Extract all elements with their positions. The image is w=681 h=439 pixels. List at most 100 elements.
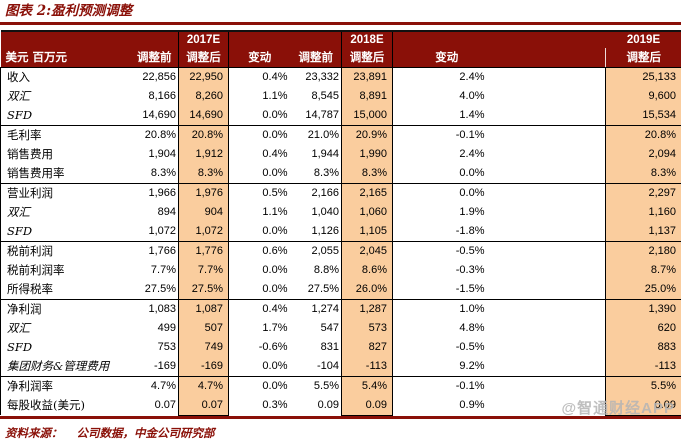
cell: 620 <box>605 318 681 338</box>
cell: 1.7% <box>262 321 288 334</box>
row-label: 净利润率 <box>0 375 131 396</box>
spacer-cell <box>500 86 606 106</box>
cell: 1,274 <box>290 298 342 319</box>
cell: 8,891 <box>341 86 393 106</box>
cell: 23,332 <box>305 70 339 83</box>
figure-title: 图表 2:盈利预测调整 <box>0 0 681 25</box>
cell: 831 <box>320 340 339 353</box>
cell: -104 <box>316 359 339 372</box>
col-header-before-2017: 调整前 <box>130 48 179 68</box>
cell: 2,045 <box>341 240 393 261</box>
cell: 499 <box>157 321 176 334</box>
table-row: 税前利润率 7.7% 7.7% 0.0% 8.8% 8.6% -0.3% 8.7… <box>0 260 681 280</box>
cell: -1.5% <box>455 282 485 295</box>
cell: 0.0% <box>262 282 288 295</box>
cell: -113 <box>341 356 393 376</box>
cell: 8.3% <box>605 163 681 183</box>
cell: 0.0% <box>459 166 485 179</box>
cell: 2.4% <box>459 70 485 83</box>
table-row: 双汇 894 904 1.1% 1,040 1,060 1.9% 1,160 <box>0 202 681 222</box>
table-row: 双汇 8,166 8,260 1.1% 8,545 8,891 4.0% 9,6… <box>0 86 681 106</box>
cell: 7.7% <box>150 263 176 276</box>
cell: 8,260 <box>178 86 229 106</box>
cell: 1,976 <box>178 182 229 203</box>
cell: 4.7% <box>130 375 179 396</box>
cell: 0.6% <box>228 240 291 261</box>
col-header-before-2018: 调整前 <box>290 48 342 68</box>
table-row: 所得税率 27.5% 27.5% 0.0% 27.5% 26.0% -1.5% … <box>0 279 681 299</box>
cell: 0.0% <box>262 166 288 179</box>
cell: 0.09 <box>317 398 339 411</box>
row-label: 税前利润 <box>0 240 131 261</box>
cell: 20.8% <box>130 124 179 145</box>
header-spacer <box>0 31 179 48</box>
table-row: 收入 22,856 22,950 0.4% 23,332 23,891 2.4%… <box>0 67 681 87</box>
cell: 0.4% <box>262 147 288 160</box>
cell: 14,690 <box>142 108 176 121</box>
spacer-cell <box>500 395 606 415</box>
table-row: 净利润率 4.7% 4.7% 0.0% 5.5% 5.4% -0.1% 5.5% <box>0 375 681 396</box>
cell: 8.7% <box>605 260 681 280</box>
cell: 904 <box>178 202 229 222</box>
cell: 1,126 <box>311 224 339 237</box>
cell: -0.1% <box>392 375 501 396</box>
cell: 1,966 <box>130 182 179 203</box>
cell: 20.9% <box>341 124 393 145</box>
cell: 0.07 <box>178 395 229 416</box>
cell: 0.3% <box>262 398 288 411</box>
row-label: 销售费用率 <box>0 163 131 183</box>
bottom-rule <box>0 415 681 419</box>
table-row: 净利润 1,083 1,087 0.4% 1,274 1,287 1.0% 1,… <box>0 298 681 319</box>
row-label: 税前利润率 <box>0 260 131 280</box>
cell: -0.5% <box>392 240 501 261</box>
cell: -1.8% <box>455 224 485 237</box>
cell: 547 <box>320 321 339 334</box>
table-row: 销售费用 1,904 1,912 0.4% 1,944 1,990 2.4% 2… <box>0 144 681 164</box>
table-row: SFD 1,072 1,072 0.0% 1,126 1,105 -1.8% 1… <box>0 221 681 241</box>
spacer-cell <box>500 144 606 164</box>
year-header-row: 2017E 2018E 2019E <box>0 30 681 48</box>
row-label: 双汇 <box>0 202 131 222</box>
col-header-change-2018: 变动 <box>392 48 501 68</box>
table-row: 营业利润 1,966 1,976 0.5% 2,166 2,165 0.0% 2… <box>0 182 681 203</box>
header-spacer <box>228 31 342 48</box>
cell: 883 <box>605 337 681 357</box>
cell: 2,165 <box>341 182 393 203</box>
cell: 573 <box>341 318 393 338</box>
cell: -169 <box>153 359 176 372</box>
table-row: SFD 753 749 -0.6% 831 827 -0.5% 883 <box>0 337 681 357</box>
spacer-cell <box>500 67 606 87</box>
cell: 2,094 <box>605 144 681 164</box>
cell: 7.7% <box>178 260 229 280</box>
cell: 27.5% <box>178 279 229 299</box>
cell: 1.1% <box>262 205 288 218</box>
row-label: 营业利润 <box>0 182 131 203</box>
row-label: 双汇 <box>0 318 131 338</box>
cell: 0.0% <box>262 108 288 121</box>
cell: 507 <box>178 318 229 338</box>
row-label: 净利润 <box>0 298 131 319</box>
cell: 0.09 <box>605 395 681 416</box>
spacer-cell <box>500 221 606 241</box>
cell: 8.3% <box>150 166 176 179</box>
cell: 20.8% <box>605 124 681 145</box>
cell: 1,912 <box>178 144 229 164</box>
cell: 1,944 <box>311 147 339 160</box>
cell: 1,072 <box>148 224 176 237</box>
cell: 8,166 <box>148 89 176 102</box>
cell: 15,000 <box>341 105 393 125</box>
cell: 1.1% <box>262 89 288 102</box>
source-note: 资料来源： 公司数据，中金公司研究部 <box>0 425 681 439</box>
cell: -0.3% <box>455 263 485 276</box>
row-label: 收入 <box>0 67 131 87</box>
table-row: 税前利润 1,766 1,776 0.6% 2,055 2,045 -0.5% … <box>0 240 681 261</box>
cell: -0.5% <box>455 340 485 353</box>
cell: 1,990 <box>341 144 393 164</box>
spacer-cell <box>500 356 606 376</box>
cell: 9.2% <box>459 359 485 372</box>
cell: 0.4% <box>262 70 288 83</box>
cell: 0.0% <box>262 263 288 276</box>
forecast-table: 2017E 2018E 2019E 美元 百万元 调整前 调整后 变动 调整前 … <box>0 30 681 416</box>
cell: 894 <box>157 205 176 218</box>
row-label: 集团财务&管理费用 <box>0 356 131 376</box>
